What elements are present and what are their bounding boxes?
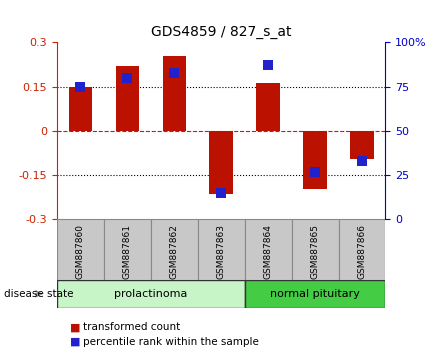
Point bbox=[218, 190, 225, 196]
Bar bbox=[303, 131, 327, 188]
Point bbox=[358, 158, 365, 164]
Point bbox=[171, 70, 178, 75]
Bar bbox=[57, 219, 104, 280]
Bar bbox=[104, 219, 151, 280]
Text: ■: ■ bbox=[70, 337, 81, 347]
Bar bbox=[350, 131, 374, 159]
Point bbox=[124, 75, 131, 81]
Bar bbox=[198, 219, 245, 280]
Text: percentile rank within the sample: percentile rank within the sample bbox=[83, 337, 259, 347]
Bar bbox=[162, 56, 186, 131]
Point bbox=[311, 169, 318, 175]
Bar bbox=[245, 280, 385, 308]
Bar bbox=[69, 87, 92, 131]
Text: GSM887860: GSM887860 bbox=[76, 224, 85, 279]
Text: disease state: disease state bbox=[4, 289, 74, 299]
Bar bbox=[292, 219, 339, 280]
Bar bbox=[209, 131, 233, 194]
Text: GSM887861: GSM887861 bbox=[123, 224, 132, 279]
Bar bbox=[256, 83, 280, 131]
Text: GSM887865: GSM887865 bbox=[311, 224, 320, 279]
Text: transformed count: transformed count bbox=[83, 322, 180, 332]
Bar bbox=[245, 219, 292, 280]
Text: ■: ■ bbox=[70, 322, 81, 332]
Text: normal pituitary: normal pituitary bbox=[270, 289, 360, 299]
Bar bbox=[57, 280, 245, 308]
Bar bbox=[116, 66, 139, 131]
Text: GSM887864: GSM887864 bbox=[264, 224, 272, 279]
Text: GSM887863: GSM887863 bbox=[217, 224, 226, 279]
Bar bbox=[151, 219, 198, 280]
Text: GSM887862: GSM887862 bbox=[170, 224, 179, 279]
Point bbox=[265, 63, 272, 68]
Text: prolactinoma: prolactinoma bbox=[114, 289, 187, 299]
Text: GSM887866: GSM887866 bbox=[357, 224, 367, 279]
Bar bbox=[339, 219, 385, 280]
Title: GDS4859 / 827_s_at: GDS4859 / 827_s_at bbox=[151, 25, 291, 39]
Point bbox=[77, 84, 84, 90]
